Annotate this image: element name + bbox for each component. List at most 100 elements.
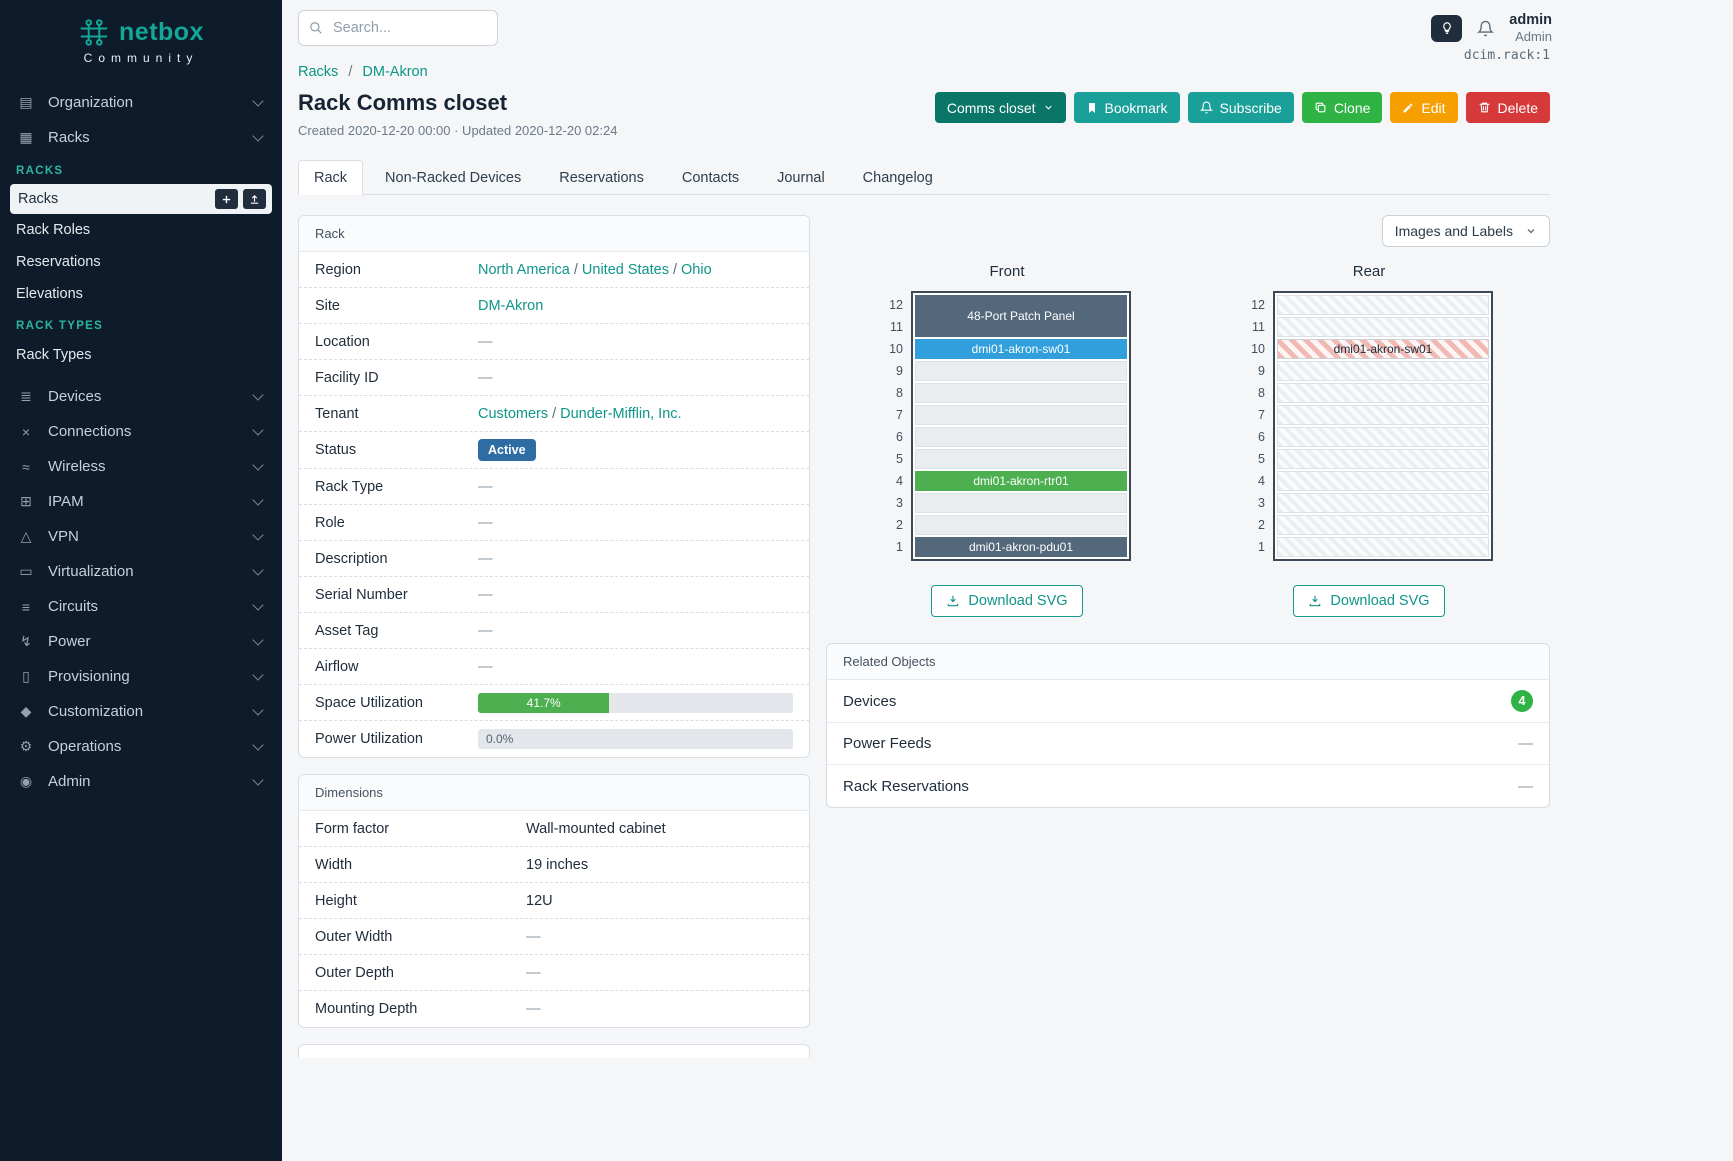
- related-devices-row[interactable]: Devices 4: [827, 680, 1549, 723]
- rear-download-svg-button[interactable]: Download SVG: [1293, 585, 1445, 617]
- page-content: dcim.rack:1 Racks / DM-Akron Rack Comms …: [298, 48, 1550, 1058]
- sidebar-subitem-elevations[interactable]: Elevations: [16, 286, 83, 302]
- import-racks-button[interactable]: [243, 189, 266, 209]
- row-description: Description —: [299, 541, 809, 577]
- rear-rack-unit-7[interactable]: [1277, 405, 1489, 425]
- related-objects-header: Related Objects: [827, 644, 1549, 680]
- sidebar-subitem-reservations[interactable]: Reservations: [16, 254, 101, 270]
- sidebar-item-provisioning[interactable]: ▯ Provisioning: [0, 659, 282, 694]
- rack-device-dmi01-akron-rtr01[interactable]: dmi01-akron-rtr01: [915, 471, 1127, 491]
- bookmark-button[interactable]: Bookmark: [1073, 92, 1180, 123]
- front-download-svg-button[interactable]: Download SVG: [931, 585, 1083, 617]
- tab-reservations[interactable]: Reservations: [559, 170, 644, 186]
- chevron-down-icon: [252, 564, 264, 576]
- chevron-down-icon: [252, 389, 264, 401]
- unit-number-label: 11: [1252, 320, 1265, 334]
- notifications-button[interactable]: [1477, 20, 1495, 40]
- front-rack-unit-8[interactable]: [915, 383, 1127, 403]
- tenant-link[interactable]: Dunder-Mifflin, Inc.: [560, 405, 682, 422]
- sidebar-item-power[interactable]: ↯ Power: [0, 624, 282, 659]
- sidebar-item-customization[interactable]: ◆ Customization: [0, 694, 282, 729]
- sidebar-item-wireless[interactable]: ≈ Wireless: [0, 449, 282, 484]
- rack-device-dmi01-akron-sw01[interactable]: dmi01-akron-sw01: [915, 339, 1127, 359]
- sidebar-item-ipam[interactable]: ⊞ IPAM: [0, 484, 282, 519]
- site-link[interactable]: DM-Akron: [478, 297, 544, 314]
- sidebar-item-operations[interactable]: ⚙ Operations: [0, 729, 282, 764]
- sidebar-item-circuits[interactable]: ≡ Circuits: [0, 589, 282, 624]
- clone-button[interactable]: Clone: [1301, 92, 1383, 123]
- sidebar-item-virtualization[interactable]: ▭ Virtualization: [0, 554, 282, 589]
- rear-unit-numbers: 12 11 10 9 8 7 6 5 4 3 2 1: [1245, 291, 1265, 557]
- tab-journal[interactable]: Journal: [777, 170, 825, 186]
- rear-rack-unit-2[interactable]: [1277, 515, 1489, 535]
- theme-toggle-button[interactable]: [1431, 14, 1463, 42]
- rear-rack: dmi01-akron-sw01: [1273, 291, 1493, 561]
- tab-rack[interactable]: Rack: [298, 160, 364, 195]
- brand[interactable]: netbox Community: [0, 12, 282, 79]
- sidebar-item-organization[interactable]: ▤ Organization: [0, 85, 282, 120]
- tenant-group-link[interactable]: Customers: [478, 405, 549, 422]
- rear-elevation: Rear 12 11 10 9 8 7 6 5 4 3 2 1 dmi01-akron-sw01 Do…: [1188, 263, 1550, 617]
- rack-device-dmi01-akron-sw01[interactable]: dmi01-akron-sw01: [1277, 339, 1489, 359]
- breadcrumb: Racks / DM-Akron: [298, 64, 1550, 80]
- building-icon: ▤: [19, 94, 33, 110]
- sidebar-item-connections[interactable]: × Connections: [0, 414, 282, 449]
- brand-name: netbox: [119, 18, 204, 46]
- copy-icon: [1314, 101, 1327, 114]
- breadcrumb-separator: /: [348, 64, 353, 80]
- row-location: Location —: [299, 324, 809, 360]
- unit-number-label: 11: [890, 320, 903, 334]
- rear-rack-unit-12[interactable]: [1277, 295, 1489, 315]
- sidebar-subitem-rack-roles[interactable]: Rack Roles: [16, 222, 91, 238]
- front-elevation-title: Front: [989, 263, 1025, 280]
- front-rack-unit-7[interactable]: [915, 405, 1127, 425]
- front-rack-unit-9[interactable]: [915, 361, 1127, 381]
- delete-button[interactable]: Delete: [1465, 92, 1550, 123]
- front-rack-unit-6[interactable]: [915, 427, 1127, 447]
- sidebar-item-vpn[interactable]: △ VPN: [0, 519, 282, 554]
- rack-icon: ▦: [19, 129, 33, 145]
- tab-changelog[interactable]: Changelog: [862, 170, 933, 186]
- sidebar-subitem-rack-types[interactable]: Rack Types: [16, 347, 92, 363]
- sidebar-subitem-racks[interactable]: Racks: [10, 184, 272, 214]
- bell-icon: [1477, 20, 1495, 40]
- vpn-icon: △: [20, 528, 32, 544]
- download-icon: [946, 594, 960, 608]
- tab-contacts[interactable]: Contacts: [681, 170, 740, 186]
- created-updated-text: Created 2020-12-20 00:00 · Updated 2020-…: [298, 123, 618, 138]
- region-link[interactable]: North America: [478, 261, 570, 278]
- rear-rack-unit-8[interactable]: [1277, 383, 1489, 403]
- related-rack-reservations-row: Rack Reservations —: [843, 777, 1533, 795]
- search-input[interactable]: [298, 10, 498, 46]
- user-menu[interactable]: admin Admin: [1509, 11, 1552, 45]
- rear-rack-unit-3[interactable]: [1277, 493, 1489, 513]
- unit-number-label: 9: [896, 364, 903, 378]
- rack-device-dmi01-akron-pdu01[interactable]: dmi01-akron-pdu01: [915, 537, 1127, 557]
- rear-rack-unit-1[interactable]: [1277, 537, 1489, 557]
- row-role: Role —: [299, 505, 809, 541]
- front-rack-unit-3[interactable]: [915, 493, 1127, 513]
- rack-device-48-Port Patch Panel[interactable]: 48-Port Patch Panel: [915, 295, 1127, 337]
- images-labels-select[interactable]: Images and Labels: [1381, 215, 1550, 247]
- edit-button[interactable]: Edit: [1390, 92, 1458, 123]
- rear-rack-unit-9[interactable]: [1277, 361, 1489, 381]
- sidebar-item-racks[interactable]: ▦ Racks: [0, 120, 282, 155]
- sidebar-item-devices[interactable]: ≣ Devices: [0, 379, 282, 414]
- breadcrumb-racks-link[interactable]: Racks: [298, 64, 339, 80]
- front-rack-unit-5[interactable]: [915, 449, 1127, 469]
- brand-subtitle: Community: [83, 51, 199, 65]
- rear-rack-unit-5[interactable]: [1277, 449, 1489, 469]
- subscribe-button[interactable]: Subscribe: [1187, 92, 1294, 123]
- rack-group-dropdown[interactable]: Comms closet: [934, 92, 1066, 123]
- region-link[interactable]: Ohio: [681, 261, 712, 278]
- rear-rack-unit-4[interactable]: [1277, 471, 1489, 491]
- breadcrumb-site-link[interactable]: DM-Akron: [362, 64, 428, 80]
- right-column: Images and Labels Front 12 11 10 9 8 7 6 5 4 3 2 1 …: [826, 215, 1550, 824]
- region-link[interactable]: United States: [581, 261, 669, 278]
- front-rack-unit-2[interactable]: [915, 515, 1127, 535]
- add-rack-button[interactable]: [215, 189, 238, 209]
- rear-rack-unit-6[interactable]: [1277, 427, 1489, 447]
- tab-non-racked-devices[interactable]: Non-Racked Devices: [385, 170, 522, 186]
- sidebar-item-admin[interactable]: ◉ Admin: [0, 764, 282, 799]
- rear-rack-unit-11[interactable]: [1277, 317, 1489, 337]
